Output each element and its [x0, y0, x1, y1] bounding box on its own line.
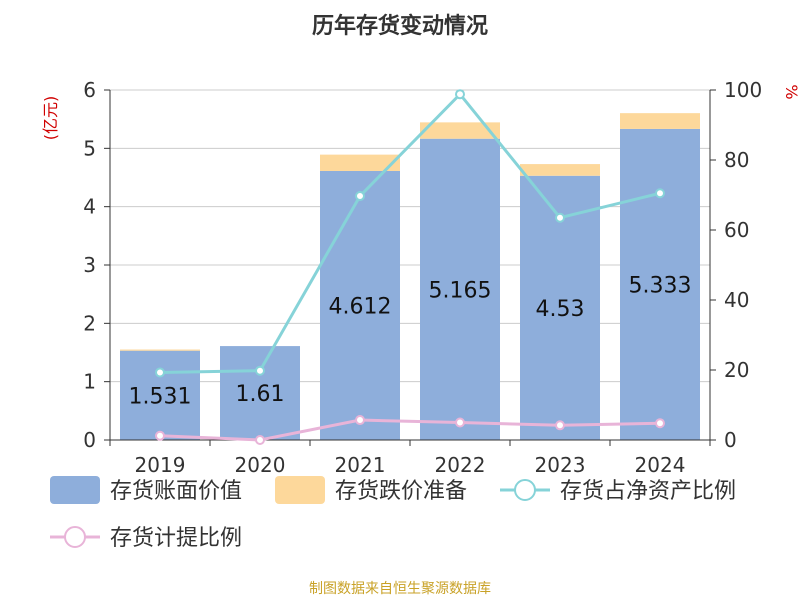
bar-impairment-reserve [620, 113, 700, 129]
point-provision-ratio [255, 435, 265, 445]
legend-swatch [275, 476, 325, 504]
legend-label: 存货计提比例 [110, 526, 242, 551]
left-tick-label: 2 [83, 311, 96, 335]
left-tick-label: 6 [83, 78, 96, 102]
right-tick-label: 60 [724, 218, 749, 242]
legend-marker [514, 479, 536, 501]
right-tick-label: 0 [724, 428, 737, 452]
x-tick-label: 2021 [335, 453, 386, 477]
point-net-asset-ratio [355, 191, 365, 202]
legend-marker [64, 526, 86, 548]
left-tick-label: 3 [83, 253, 96, 277]
bar-book-value [320, 170, 400, 440]
bar-book-value [620, 128, 700, 441]
point-net-asset-ratio [655, 188, 665, 199]
x-tick-label: 2020 [235, 453, 286, 477]
x-tick-label: 2023 [535, 453, 586, 477]
legend-label: 存货账面价值 [110, 479, 242, 504]
right-tick-label: 20 [724, 358, 749, 382]
legend-swatch [50, 476, 100, 504]
point-provision-ratio [455, 417, 465, 428]
right-tick-label: 80 [724, 148, 749, 172]
left-tick-label: 1 [83, 370, 96, 394]
point-net-asset-ratio [555, 212, 565, 223]
x-tick-label: 2024 [635, 453, 686, 477]
left-tick-label: 4 [83, 195, 96, 219]
bar-impairment-reserve [420, 122, 500, 139]
bar-value-label: 4.53 [536, 297, 585, 322]
bar-value-label: 1.531 [129, 384, 192, 409]
bar-value-label: 5.165 [429, 278, 492, 303]
point-provision-ratio [655, 418, 665, 429]
line-provision-ratio [159, 418, 661, 442]
left-tick-label: 0 [83, 428, 96, 452]
bar-book-value [220, 346, 300, 440]
point-provision-ratio [155, 430, 165, 441]
right-tick-label: 40 [724, 288, 749, 312]
legend-label: 存货占净资产比例 [560, 479, 736, 504]
x-tick-label: 2022 [435, 453, 486, 477]
legend-label: 存货跌价准备 [335, 479, 467, 504]
bar-book-value [120, 350, 200, 440]
source-note: 制图数据来自恒生聚源数据库 [309, 581, 491, 597]
bar-impairment-reserve [120, 349, 200, 351]
left-tick-label: 5 [83, 136, 96, 160]
bar-value-label: 1.61 [236, 382, 285, 407]
left-axis-label: (亿元) [41, 96, 60, 141]
point-net-asset-ratio [155, 367, 165, 378]
x-tick-label: 2019 [135, 453, 186, 477]
right-axis-label: % [782, 84, 800, 99]
line-net-asset-ratio [159, 91, 661, 374]
chart-title: 历年存货变动情况 [311, 14, 488, 39]
point-net-asset-ratio [455, 89, 465, 100]
right-tick-label: 100 [724, 78, 762, 102]
bar-impairment-reserve [320, 154, 400, 171]
point-provision-ratio [555, 420, 565, 431]
bar-impairment-reserve [520, 164, 600, 176]
point-provision-ratio [355, 415, 365, 426]
point-net-asset-ratio [255, 365, 265, 376]
bar-value-label: 4.612 [329, 294, 392, 319]
bar-book-value [420, 138, 500, 441]
bar-value-label: 5.333 [629, 273, 692, 298]
